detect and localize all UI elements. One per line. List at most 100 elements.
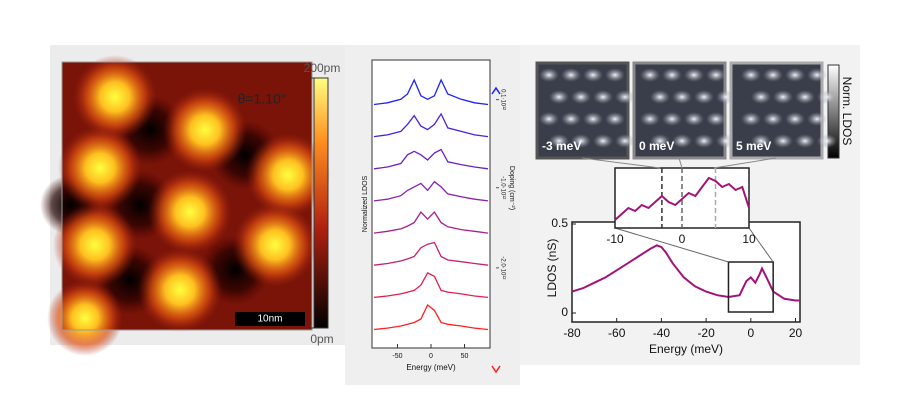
y2-tick-label: -1.0·10¹² xyxy=(499,176,505,199)
x-axis-title: Energy (meV) xyxy=(406,363,456,372)
ldos-map-texture xyxy=(640,68,660,82)
spectrum xyxy=(373,180,489,202)
x-tick-label: -60 xyxy=(608,326,626,340)
ldos-map-texture xyxy=(605,68,625,82)
x-tick-label: 0 xyxy=(679,232,686,246)
ldos-map-texture xyxy=(650,90,670,104)
ldos-map-texture xyxy=(694,90,714,104)
ldos-map-texture xyxy=(615,90,635,104)
arrow xyxy=(491,365,501,374)
y-tick-label: 0 xyxy=(561,305,568,319)
waterfall-frame xyxy=(371,59,491,349)
colorbar xyxy=(827,64,840,159)
scale-bar-label: 10nm xyxy=(257,314,282,325)
ldos-map-texture xyxy=(817,90,837,104)
colorbar xyxy=(313,77,329,329)
ldos-map-texture xyxy=(741,112,761,126)
ldos-map-texture xyxy=(795,134,815,148)
ldos-map-texture xyxy=(785,112,805,126)
x-tick-label: 0 xyxy=(747,326,754,340)
plot-frame xyxy=(571,221,801,323)
ldos-curve xyxy=(571,244,800,302)
x-tick-label: -50 xyxy=(392,353,402,360)
twist-angle: θ=1.10° xyxy=(238,91,287,107)
ldos-map-texture xyxy=(593,90,613,104)
ldos-map-texture xyxy=(650,134,670,148)
x-tick-label: 50 xyxy=(461,353,469,360)
colorbar-title: Norm. LDOS xyxy=(840,77,854,146)
ldos-map-texture xyxy=(593,134,613,148)
ldos-map-texture xyxy=(571,90,591,104)
spectrum xyxy=(373,78,489,106)
ldos-map-texture xyxy=(571,134,591,148)
spectrum xyxy=(373,211,489,234)
x-tick-label: -20 xyxy=(697,326,715,340)
ldos-map-texture xyxy=(662,68,682,82)
ldos-map-texture xyxy=(763,112,783,126)
ldos-map-texture xyxy=(561,68,581,82)
ldos-map-texture xyxy=(706,112,726,126)
ldos-map-texture xyxy=(706,68,726,82)
x-tick-label: -10 xyxy=(606,232,624,246)
x-tick-label: 10 xyxy=(742,232,756,246)
ldos-map-texture xyxy=(684,112,704,126)
y2-axis-title: Doping (cm⁻²) xyxy=(508,166,515,210)
ldos-map-texture xyxy=(751,90,771,104)
ldos-map-texture xyxy=(549,90,569,104)
x-tick-label: -40 xyxy=(653,326,671,340)
map-connector xyxy=(713,157,777,169)
ldos-map-texture xyxy=(583,68,603,82)
spectrum xyxy=(373,112,489,138)
scale-bar xyxy=(235,312,305,326)
x-tick-label: 0 xyxy=(429,353,433,360)
topography-image xyxy=(40,55,330,356)
map-label: 5 meV xyxy=(736,139,771,153)
ldos-map-texture xyxy=(605,112,625,126)
map-connector xyxy=(581,157,661,169)
ldos-map-texture xyxy=(773,134,793,148)
y-axis-title: LDOS (nS) xyxy=(545,239,559,298)
ldos-map-texture xyxy=(795,90,815,104)
x-tick-label: 20 xyxy=(789,326,803,340)
x-tick-label: -80 xyxy=(563,326,581,340)
map-connector xyxy=(678,157,683,169)
ldos-map-texture xyxy=(672,134,692,148)
spectrum xyxy=(373,148,489,170)
map-label: 0 meV xyxy=(639,139,674,153)
x-axis-title: Energy (meV) xyxy=(649,342,723,356)
ldos-map-texture xyxy=(807,112,827,126)
ldos-map-texture xyxy=(662,112,682,126)
y-axis-title: Normalized LDOS xyxy=(362,175,369,232)
ldos-curve xyxy=(614,176,750,221)
ldos-map-texture xyxy=(751,134,771,148)
zoom-box xyxy=(727,261,774,313)
ldos-map-texture xyxy=(539,112,559,126)
y2-tick-label: 0.1·10¹² xyxy=(499,89,505,110)
ldos-map-texture xyxy=(741,68,761,82)
ldos-map-texture xyxy=(785,68,805,82)
y-tick-label: 0.5 xyxy=(551,216,568,230)
ldos-map-texture xyxy=(549,134,569,148)
spectrum xyxy=(373,241,489,266)
colorbar-tick-label: 0pm xyxy=(310,332,333,346)
ldos-map-texture xyxy=(615,134,635,148)
ldos-map-texture xyxy=(672,90,692,104)
map-label: -3 meV xyxy=(542,139,581,153)
ldos-map-texture xyxy=(773,90,793,104)
spectrum xyxy=(373,272,489,299)
zoom-connector xyxy=(748,227,774,263)
ldos-map-texture xyxy=(583,112,603,126)
y2-tick-label: -2.0·10¹² xyxy=(499,256,505,279)
arrow xyxy=(491,86,501,95)
ldos-map-texture xyxy=(694,134,714,148)
ldos-map-texture xyxy=(817,134,837,148)
ldos-map-texture xyxy=(763,68,783,82)
ldos-map-texture xyxy=(684,68,704,82)
ldos-map-texture xyxy=(807,68,827,82)
colorbar-tick-label: 200pm xyxy=(304,61,341,75)
zoom-connector xyxy=(614,227,729,263)
ldos-map-texture xyxy=(539,68,559,82)
spectrum xyxy=(373,303,489,331)
ldos-map-texture xyxy=(561,112,581,126)
